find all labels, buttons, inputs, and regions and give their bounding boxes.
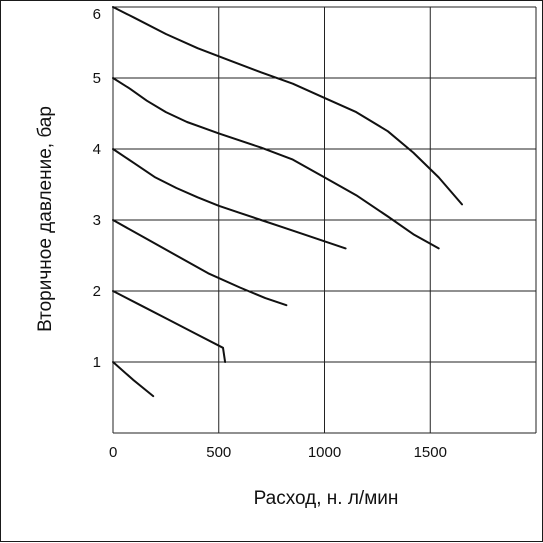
series-line-2 [112,290,227,363]
series-line-5 [112,77,440,250]
y-tick-label: 6 [93,6,101,23]
y-axis-title: Вторичное давление, бар [35,106,56,332]
series-line-3 [112,219,288,307]
y-tick-labels: 1 2 3 4 5 6 [93,6,101,371]
x-tick-labels: 0 500 1000 1500 [109,444,447,461]
y-tick-label: 2 [93,283,101,300]
x-axis-title: Расход, н. л/мин [254,488,399,509]
y-tick-label: 1 [93,354,101,371]
y-tick-label: 4 [93,141,101,158]
series-line-6 [112,6,463,206]
series-line-1 [112,361,155,398]
x-tick-label: 1000 [308,444,341,461]
x-tick-label: 500 [206,444,231,461]
y-tick-label: 3 [93,212,101,229]
grid [113,6,537,433]
y-tick-label: 5 [93,70,101,87]
series-line-4 [112,148,347,250]
x-tick-label: 1500 [414,444,447,461]
x-tick-label: 0 [109,444,117,461]
series-group [112,6,463,398]
